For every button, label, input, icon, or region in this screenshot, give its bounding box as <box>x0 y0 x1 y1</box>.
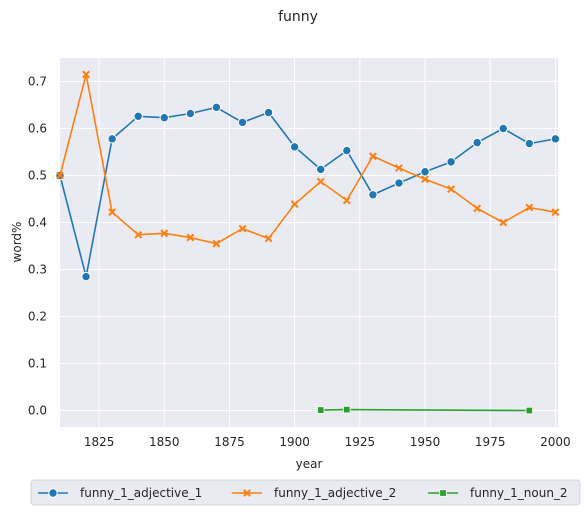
x-tick-label: 1875 <box>214 435 245 449</box>
x-tick-label: 1950 <box>410 435 441 449</box>
plot-area <box>60 58 558 427</box>
legend-entry: funny_1_noun_2 <box>428 486 568 500</box>
y-tick-labels: 0.0 0.1 0.2 0.3 0.4 0.5 0.6 0.7 <box>28 75 47 418</box>
x-tick-label: 1850 <box>149 435 180 449</box>
data-point <box>159 112 169 123</box>
series-line <box>59 73 556 245</box>
series-line <box>320 408 530 412</box>
x-axis-label: year <box>296 457 323 471</box>
data-point <box>473 204 482 213</box>
data-point <box>211 102 222 113</box>
y-tick-label: 0.5 <box>28 169 47 183</box>
legend-label: funny_1_noun_2 <box>470 486 568 500</box>
data-point <box>395 164 403 172</box>
data-point <box>394 178 404 188</box>
data-point <box>551 208 560 217</box>
chart-title: funny <box>278 9 318 25</box>
x-tick-labels: 1825 1850 1875 1900 1925 1950 1975 2000 <box>84 435 571 449</box>
legend-label: funny_1_adjective_2 <box>274 486 396 500</box>
data-point <box>342 145 352 156</box>
x-tick-label: 2000 <box>540 435 571 449</box>
data-point <box>107 134 117 144</box>
data-point <box>368 152 377 161</box>
y-axis-label: word% <box>10 222 24 263</box>
series-funny_1_adjective_2 <box>56 70 560 248</box>
data-point <box>56 171 64 180</box>
data-point <box>289 142 300 152</box>
legend-label: funny_1_adjective_1 <box>80 486 202 500</box>
legend-marker <box>48 488 58 498</box>
data-point <box>237 117 248 128</box>
y-tick-label: 0.1 <box>28 357 47 371</box>
data-point <box>238 224 247 233</box>
legend-entry: funny_1_adjective_1 <box>38 486 202 500</box>
legend-marker <box>439 489 447 497</box>
data-point <box>525 406 534 415</box>
x-tick-label: 1975 <box>475 435 506 449</box>
data-point <box>134 230 143 239</box>
data-point <box>446 157 456 167</box>
data-point <box>342 196 351 205</box>
data-point <box>316 164 326 175</box>
data-point <box>264 234 273 243</box>
data-point <box>263 107 274 118</box>
grid-lines <box>60 58 558 427</box>
data-point <box>421 175 429 184</box>
data-point <box>524 138 535 149</box>
data-point <box>186 233 195 242</box>
x-tick-label: 1900 <box>279 435 310 449</box>
legend-marker <box>243 489 251 497</box>
data-point <box>447 185 456 194</box>
data-point <box>368 190 378 200</box>
data-point <box>81 271 91 282</box>
y-tick-label: 0.7 <box>28 75 47 89</box>
legend-box <box>30 479 581 506</box>
data-point <box>185 108 196 119</box>
data-point <box>472 137 482 148</box>
series-funny_1_noun_2 <box>317 405 534 415</box>
x-tick-label: 1825 <box>84 435 115 449</box>
data-point <box>133 111 143 121</box>
data-point <box>108 208 117 217</box>
data-point <box>160 229 169 238</box>
series-layer <box>55 70 561 415</box>
series-funny_1_adjective_1 <box>55 102 561 282</box>
data-point <box>212 239 221 248</box>
x-tick-label: 1925 <box>345 435 376 449</box>
y-tick-label: 0.2 <box>28 310 47 324</box>
data-point <box>343 405 351 414</box>
data-point <box>499 218 508 227</box>
data-point <box>498 123 508 134</box>
data-point <box>525 203 534 212</box>
y-tick-label: 0.4 <box>28 216 47 230</box>
legend: funny_1_adjective_1 funny_1_adjective_2 fu… <box>30 479 581 506</box>
data-point <box>290 200 299 209</box>
y-tick-label: 0.0 <box>28 404 47 418</box>
data-point <box>82 70 90 79</box>
y-tick-label: 0.6 <box>28 122 47 136</box>
y-tick-label: 0.3 <box>28 263 47 277</box>
data-point <box>420 167 430 177</box>
data-point <box>317 406 325 414</box>
legend-entry: funny_1_adjective_2 <box>232 486 396 500</box>
data-point <box>550 134 561 144</box>
data-point <box>316 177 325 186</box>
